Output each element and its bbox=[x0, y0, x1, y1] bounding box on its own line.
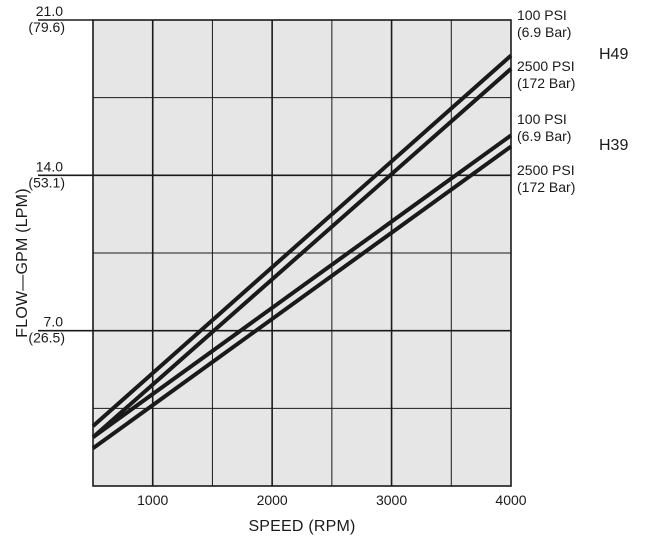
x-tick-label: 4000 bbox=[495, 492, 526, 508]
x-tick-label: 2000 bbox=[257, 492, 288, 508]
series-label-metric: (6.9 Bar) bbox=[517, 128, 571, 144]
y-tick-label: 7.0 bbox=[44, 314, 64, 330]
model-group-label: H49 bbox=[599, 46, 628, 63]
y-tick-label: 14.0 bbox=[36, 158, 63, 174]
x-axis-title: SPEED (RPM) bbox=[248, 518, 355, 535]
x-tick-label: 1000 bbox=[137, 492, 168, 508]
y-axis-title: FLOW—GPM (LPM) bbox=[14, 188, 31, 337]
series-label-metric: (172 Bar) bbox=[517, 179, 575, 195]
series-label-pressure: 100 PSI bbox=[517, 7, 567, 23]
series-line-h39 bbox=[91, 144, 513, 450]
y-tick-label: 21.0 bbox=[36, 3, 63, 19]
series-labels: 100 PSI(6.9 Bar)2500 PSI(172 Bar)100 PSI… bbox=[517, 7, 628, 195]
series-label-pressure: 100 PSI bbox=[517, 111, 567, 127]
y-tick-sublabel: (53.1) bbox=[28, 174, 65, 190]
series-line-h49 bbox=[91, 54, 513, 428]
model-group-label: H39 bbox=[599, 137, 628, 154]
series-line-h39 bbox=[91, 133, 513, 439]
series-label-pressure: 2500 PSI bbox=[517, 58, 575, 74]
x-tick-labels: 1000 2000 3000 4000 bbox=[137, 492, 527, 508]
series-lines bbox=[91, 54, 513, 450]
y-tick-sublabel: (79.6) bbox=[28, 19, 65, 35]
series-label-metric: (172 Bar) bbox=[517, 75, 575, 91]
series-line-h49 bbox=[91, 67, 513, 439]
series-label-pressure: 2500 PSI bbox=[517, 162, 575, 178]
series-label-metric: (6.9 Bar) bbox=[517, 24, 571, 40]
x-tick-label: 3000 bbox=[376, 492, 407, 508]
y-tick-labels: 21.0(79.6) 14.0(53.1) 7.0(26.5) bbox=[28, 3, 65, 346]
y-tick-sublabel: (26.5) bbox=[28, 330, 65, 346]
